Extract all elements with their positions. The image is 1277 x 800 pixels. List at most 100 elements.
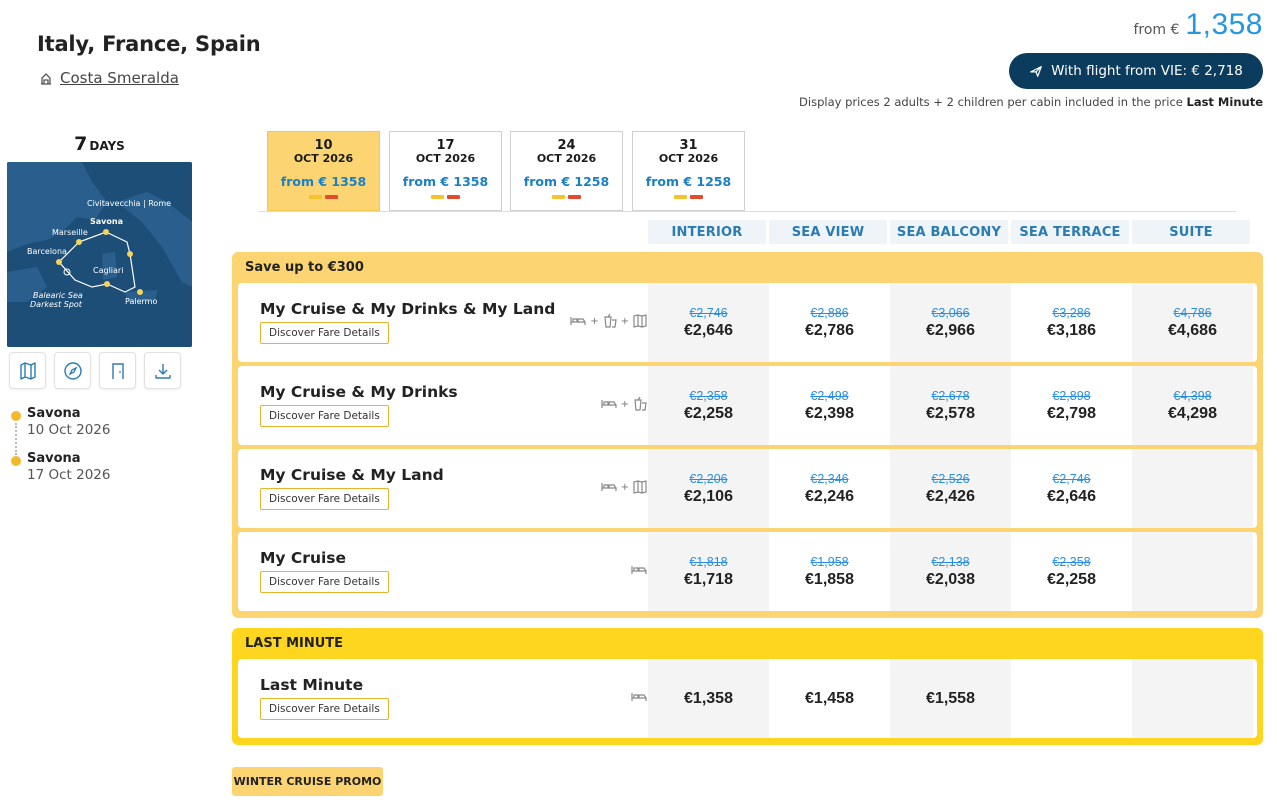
new-price: €2,786 <box>805 321 854 339</box>
new-price: €1,358 <box>684 689 733 707</box>
fare-group-title: Save up to €300 <box>245 259 364 275</box>
date-tab-day: 31 <box>679 138 698 153</box>
date-tabs: 10 OCT 2026 from € 1358 17 OCT 2026 from… <box>259 131 1236 212</box>
price-cell[interactable]: €2,746 €2,646 <box>648 283 769 362</box>
date-tab-day: 17 <box>436 138 455 153</box>
itinerary: Savona 10 Oct 2026 Savona 17 Oct 2026 <box>11 406 110 496</box>
price-cell[interactable]: €2,886 €2,786 <box>769 283 890 362</box>
compass-button[interactable] <box>54 352 91 389</box>
fare-info: My Cruise Discover Fare Details <box>238 532 648 611</box>
price-cell[interactable]: €2,498 €2,398 <box>769 366 890 445</box>
discover-fare-button[interactable]: Discover Fare Details <box>260 571 389 593</box>
price-cell[interactable]: €2,526 €2,426 <box>890 449 1011 528</box>
map-land-icon <box>633 480 647 494</box>
price-from: from € 1,358 <box>1133 8 1263 42</box>
price-cell[interactable]: €1,358 <box>648 659 769 738</box>
old-price: €1,818 <box>689 554 728 569</box>
map-label-darkest: Darkest Spot <box>30 300 82 309</box>
cabin-header-sea-balcony: SEA BALCONY <box>890 220 1008 244</box>
discover-fare-button[interactable]: Discover Fare Details <box>260 405 389 427</box>
old-price: €2,358 <box>1052 554 1091 569</box>
drinks-icon <box>603 313 617 328</box>
availability-bars <box>511 195 622 199</box>
price-cell[interactable]: €2,358 €2,258 <box>1011 532 1132 611</box>
price-cell[interactable]: €4,398 €4,298 <box>1132 366 1253 445</box>
itinerary-stop: Savona 10 Oct 2026 <box>11 406 110 451</box>
deck-plan-button[interactable] <box>99 352 136 389</box>
availability-bars <box>268 195 379 199</box>
ship-icon <box>41 73 51 85</box>
route-map[interactable]: Civitavecchia | Rome Savona Marseille Ba… <box>7 162 192 347</box>
price-cell[interactable]: €1,818 €1,718 <box>648 532 769 611</box>
page-title: Italy, France, Spain <box>37 32 261 56</box>
fare-inclusions: + <box>600 479 648 495</box>
fare-prices: €2,358 €2,258 €2,498 €2,398 €2,678 €2,578 €… <box>648 366 1253 445</box>
discover-fare-button[interactable]: Discover Fare Details <box>260 488 389 510</box>
new-price: €1,718 <box>684 570 733 588</box>
fare-row: My Cruise & My Drinks Discover Fare Deta… <box>238 366 1257 445</box>
price-cell-empty <box>1011 659 1132 738</box>
map-button[interactable] <box>9 352 46 389</box>
ship-name: Costa Smeralda <box>60 69 179 87</box>
map-graphic <box>7 162 192 347</box>
fare-row: My Cruise & My Land Discover Fare Detail… <box>238 449 1257 528</box>
download-button[interactable] <box>144 352 181 389</box>
price-cell[interactable]: €2,898 €2,798 <box>1011 366 1132 445</box>
price-cell[interactable]: €2,746 €2,646 <box>1011 449 1132 528</box>
date-tab-24-oct[interactable]: 24 OCT 2026 from € 1258 <box>510 131 623 211</box>
price-cell[interactable]: €4,786 €4,686 <box>1132 283 1253 362</box>
plane-icon <box>1030 66 1042 77</box>
fare-prices: €2,206 €2,106 €2,346 €2,246 €2,526 €2,426 €… <box>648 449 1253 528</box>
price-cell[interactable]: €3,286 €3,186 <box>1011 283 1132 362</box>
price-cell-empty <box>1132 532 1253 611</box>
price-cell-empty <box>1132 659 1253 738</box>
map-label-savona: Savona <box>90 217 123 226</box>
price-cell[interactable]: €3,066 €2,966 <box>890 283 1011 362</box>
ship-link[interactable]: Costa Smeralda <box>38 69 179 87</box>
fare-prices: €2,746 €2,646 €2,886 €2,786 €3,066 €2,966 €… <box>648 283 1253 362</box>
date-tab-10-oct[interactable]: 10 OCT 2026 from € 1358 <box>267 131 380 211</box>
fare-info: My Cruise & My Land Discover Fare Detail… <box>238 449 648 528</box>
price-cell[interactable]: €2,678 €2,578 <box>890 366 1011 445</box>
new-price: €1,858 <box>805 570 854 588</box>
fare-name: My Cruise & My Drinks <box>260 383 458 401</box>
date-tab-price: from € 1258 <box>523 174 610 189</box>
old-price: €2,898 <box>1052 388 1091 403</box>
pin-icon <box>11 456 21 466</box>
old-price: €2,138 <box>931 554 970 569</box>
bed-icon <box>601 400 617 408</box>
cabin-header-interior: INTERIOR <box>648 220 766 244</box>
old-price: €4,398 <box>1173 388 1212 403</box>
availability-bars <box>633 195 744 199</box>
old-price: €2,746 <box>1052 471 1091 486</box>
price-cell[interactable]: €2,138 €2,038 <box>890 532 1011 611</box>
price-cell[interactable]: €2,358 €2,258 <box>648 366 769 445</box>
fare-prices: €1,358 €1,458 €1,558 <box>648 659 1253 738</box>
date-tab-price: from € 1358 <box>280 174 367 189</box>
fare-group-save: Save up to €300 My Cruise & My Drinks & … <box>232 252 1263 618</box>
price-cell[interactable]: €1,458 <box>769 659 890 738</box>
price-cell[interactable]: €1,558 <box>890 659 1011 738</box>
price-cell[interactable]: €1,958 €1,858 <box>769 532 890 611</box>
discover-fare-button[interactable]: Discover Fare Details <box>260 322 389 344</box>
new-price: €4,298 <box>1168 404 1217 422</box>
price-cell[interactable]: €2,206 €2,106 <box>648 449 769 528</box>
flight-button-label: With flight from VIE: € 2,718 <box>1051 63 1243 79</box>
duration-unit: DAYS <box>89 139 125 153</box>
map-label-marseille: Marseille <box>52 228 88 237</box>
pin-icon <box>11 411 21 421</box>
price-cell[interactable]: €2,346 €2,246 <box>769 449 890 528</box>
bed-icon <box>631 566 647 574</box>
cabin-header-sea-terrace: SEA TERRACE <box>1011 220 1129 244</box>
date-tab-month: OCT 2026 <box>293 152 354 165</box>
bed-icon <box>570 317 586 325</box>
flight-button[interactable]: With flight from VIE: € 2,718 <box>1009 53 1263 89</box>
winter-promo-badge[interactable]: WINTER CRUISE PROMO <box>232 767 383 796</box>
date-tab-17-oct[interactable]: 17 OCT 2026 from € 1358 <box>389 131 502 211</box>
discover-fare-button[interactable]: Discover Fare Details <box>260 698 389 720</box>
date-tab-price: from € 1258 <box>645 174 732 189</box>
fare-row: My Cruise Discover Fare Details €1,818 €1… <box>238 532 1257 611</box>
duration-number: 7 <box>74 133 88 155</box>
date-tab-price: from € 1358 <box>402 174 489 189</box>
date-tab-31-oct[interactable]: 31 OCT 2026 from € 1258 <box>632 131 745 211</box>
